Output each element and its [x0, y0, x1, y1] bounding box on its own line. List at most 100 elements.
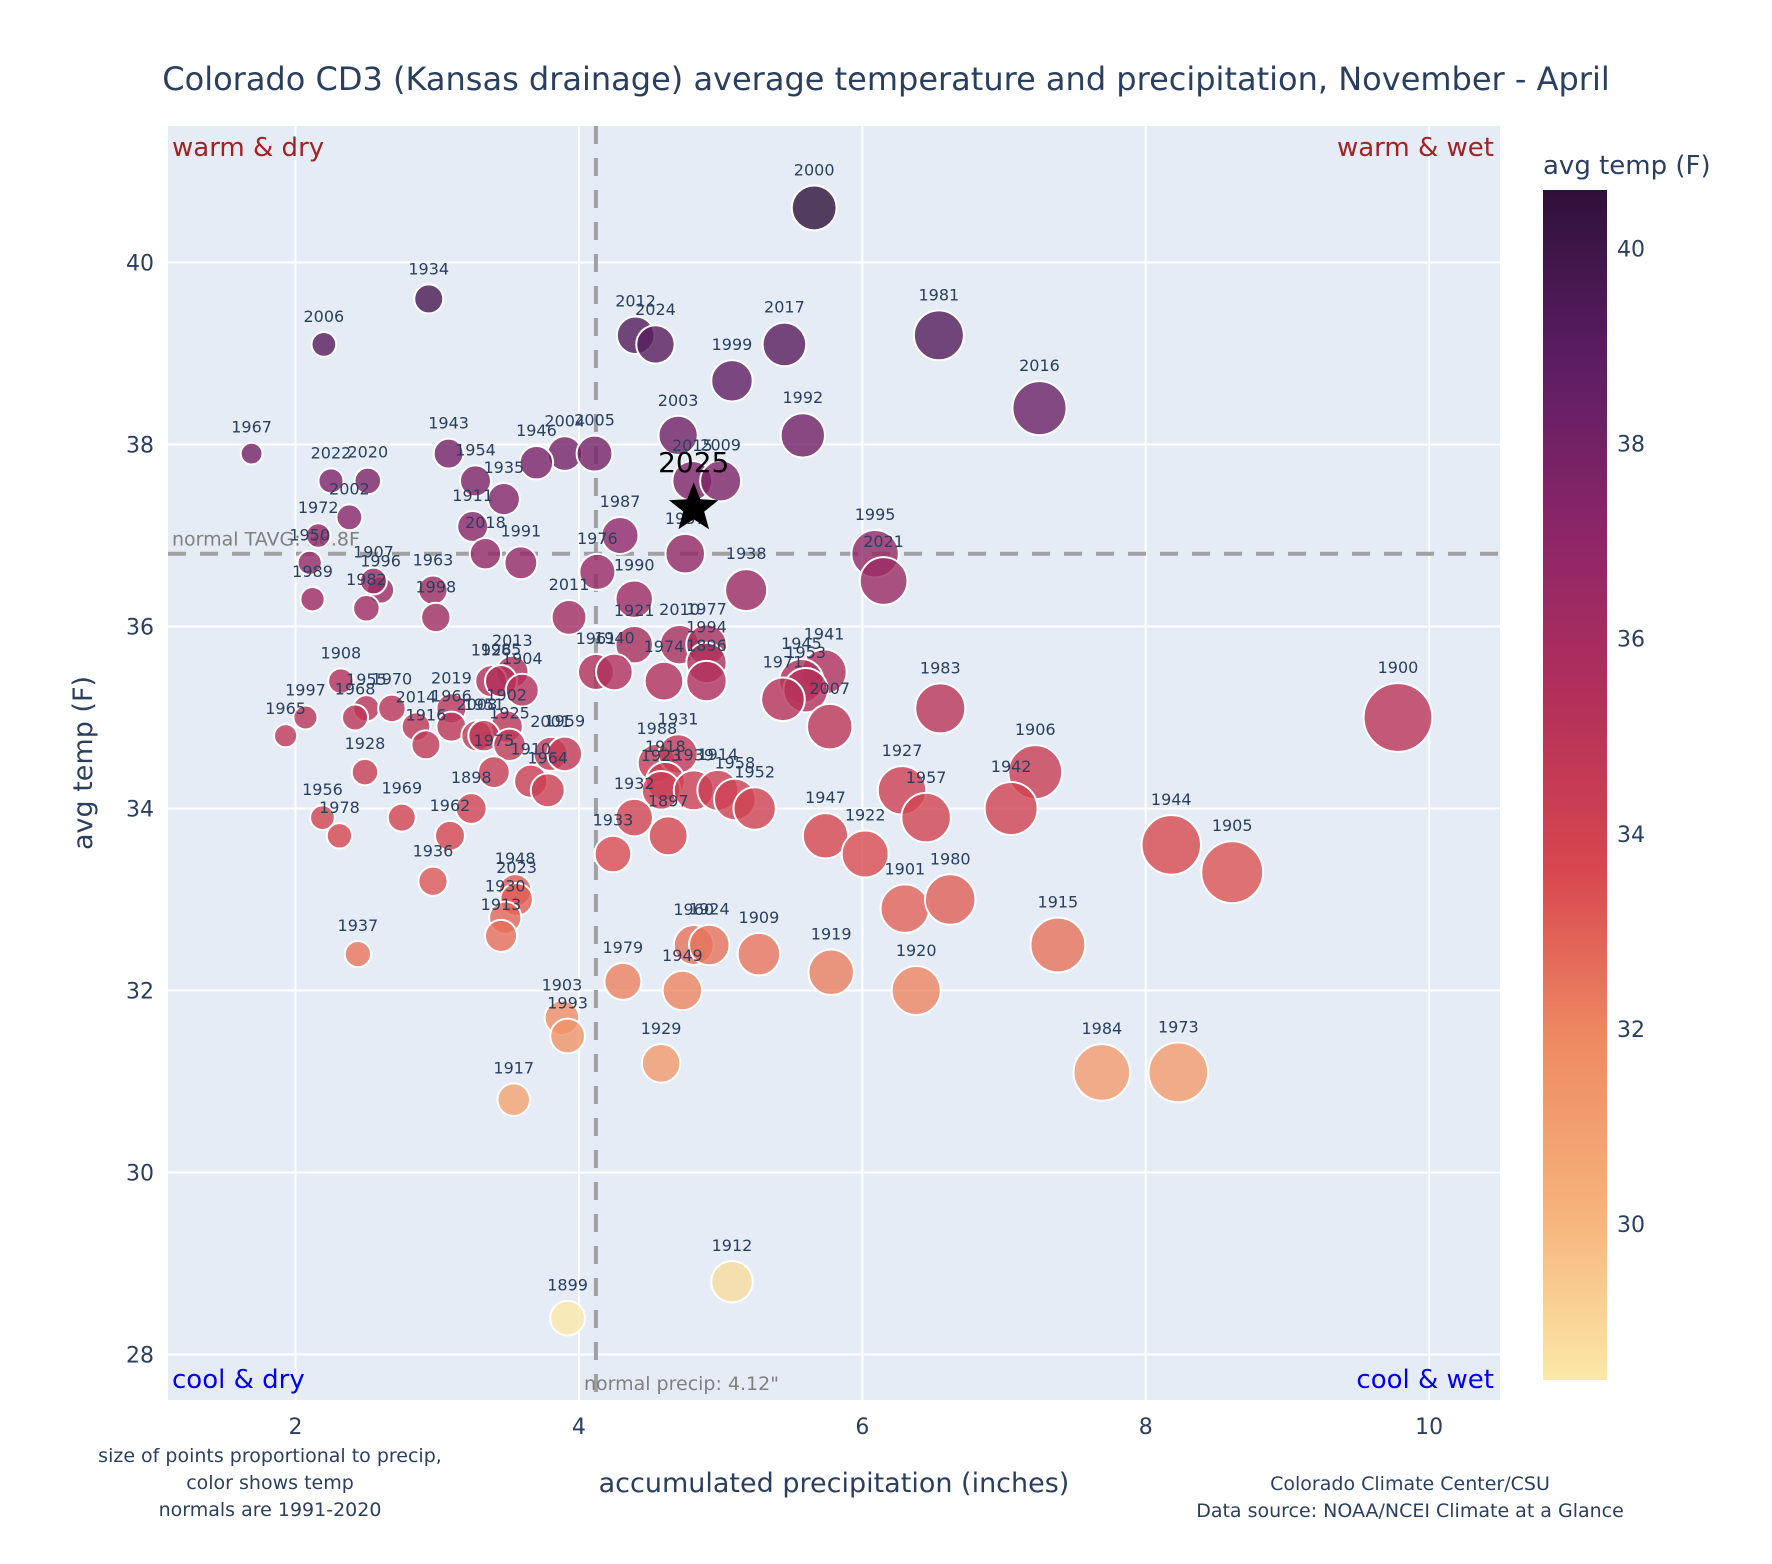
point-label: 1960 [673, 900, 714, 919]
data-point [790, 184, 838, 232]
point-label: 1962 [430, 796, 471, 815]
data-point [432, 437, 465, 470]
note-left: size of points proportional to precip, co… [98, 1445, 442, 1521]
data-point [504, 672, 540, 708]
data-point [710, 359, 754, 403]
point-label: 1934 [408, 259, 449, 278]
data-point [335, 503, 364, 532]
point-label: 1940 [594, 629, 635, 648]
colorbar-tick-label: 36 [1617, 628, 1645, 653]
data-point [343, 940, 372, 969]
point-label: 1953 [785, 643, 826, 662]
point-label: 2011 [549, 575, 590, 594]
point-label: 1981 [919, 285, 960, 304]
point-label: 1941 [804, 624, 845, 643]
data-point [661, 969, 704, 1012]
point-label: 2016 [1019, 356, 1060, 375]
data-point [546, 735, 584, 773]
y-tick-label: 40 [126, 252, 154, 277]
quadrant-label-cool-wet: cool & wet [1356, 1365, 1494, 1395]
data-point [550, 599, 588, 636]
colorbar-tick-label: 30 [1617, 1213, 1645, 1238]
point-label: 1908 [321, 643, 362, 662]
point-label: 2000 [794, 160, 835, 179]
x-tick-label: 10 [1415, 1415, 1443, 1440]
point-label: 2022 [311, 443, 352, 462]
point-label: 1992 [782, 388, 823, 407]
data-point [350, 757, 380, 787]
point-label: 1917 [493, 1058, 534, 1077]
point-label: 1995 [855, 505, 896, 524]
data-point [593, 834, 633, 874]
axis-ticks: 2 4 6 8 10 28 30 32 34 36 38 40 [126, 252, 1443, 1441]
quadrant-label-cool-dry: cool & dry [172, 1365, 305, 1395]
point-label: 1923 [641, 746, 682, 765]
point-label: 1902 [486, 685, 527, 704]
data-point [352, 594, 381, 623]
point-label: 1926 [471, 640, 512, 659]
data-point [454, 792, 488, 825]
point-label: 1948 [495, 849, 536, 868]
data-point [310, 331, 338, 358]
point-label: 1998 [415, 578, 456, 597]
point-label: 1901 [884, 859, 925, 878]
data-point [858, 556, 909, 606]
point-label: 1925 [489, 704, 530, 723]
point-label: 1945 [781, 634, 822, 653]
point-label: 2015 [672, 436, 713, 455]
data-point [317, 467, 345, 495]
point-label: 1918 [645, 737, 686, 756]
data-point [477, 755, 511, 789]
point-label: 1994 [686, 618, 727, 637]
note-right: Colorado Climate Center/CSU Data source: … [1196, 1473, 1624, 1522]
point-label: 2007 [809, 679, 850, 698]
data-point [1072, 1043, 1132, 1102]
point-label: 1912 [712, 1236, 753, 1255]
data-point [807, 948, 855, 997]
point-label: 1946 [516, 421, 557, 440]
data-point [603, 961, 643, 1001]
point-label: 1916 [406, 705, 447, 724]
x-tick-label: 8 [1139, 1415, 1153, 1440]
point-label: 1920 [896, 941, 937, 960]
point-label: 1976 [577, 529, 618, 548]
point-label: 1906 [1015, 720, 1056, 739]
normal-precip-label: normal precip: 4.12" [584, 1373, 779, 1395]
point-label: 1990 [614, 555, 655, 574]
data-point [688, 923, 731, 967]
y-tick-label: 32 [126, 980, 154, 1005]
point-label: 2002 [329, 479, 370, 498]
point-label: 1932 [614, 774, 655, 793]
point-label: 1913 [481, 895, 522, 914]
data-point [486, 482, 521, 517]
data-point [710, 1259, 754, 1304]
data-point [459, 464, 492, 498]
data-point [386, 802, 417, 833]
data-point [635, 324, 676, 365]
data-point [685, 659, 728, 703]
point-label: 2023 [496, 858, 537, 877]
x-tick-label: 6 [855, 1415, 869, 1440]
data-point [724, 568, 769, 613]
point-label: 1914 [697, 745, 738, 764]
quadrant-label-warm-wet: warm & wet [1337, 133, 1494, 163]
point-label: 1952 [734, 762, 775, 781]
point-label: 2001 [530, 712, 571, 731]
chart-title: Colorado CD3 (Kansas drainage) average t… [162, 60, 1609, 98]
point-label: 2009 [700, 435, 741, 454]
y-tick-label: 28 [126, 1344, 154, 1369]
colorbar-tick-label: 32 [1617, 1018, 1645, 1043]
point-label: 2021 [863, 532, 904, 551]
data-point [806, 702, 854, 751]
quadrant-label-warm-dry: warm & dry [172, 133, 324, 163]
data-point [1362, 682, 1434, 753]
data-point [549, 1299, 586, 1337]
point-label: 1947 [805, 788, 846, 807]
data-point [377, 693, 407, 724]
point-label: 2019 [431, 668, 472, 687]
star-marker-icon [669, 482, 719, 530]
point-label: 1975 [474, 731, 515, 750]
data-point [732, 786, 777, 831]
point-label: 1991 [500, 521, 541, 540]
